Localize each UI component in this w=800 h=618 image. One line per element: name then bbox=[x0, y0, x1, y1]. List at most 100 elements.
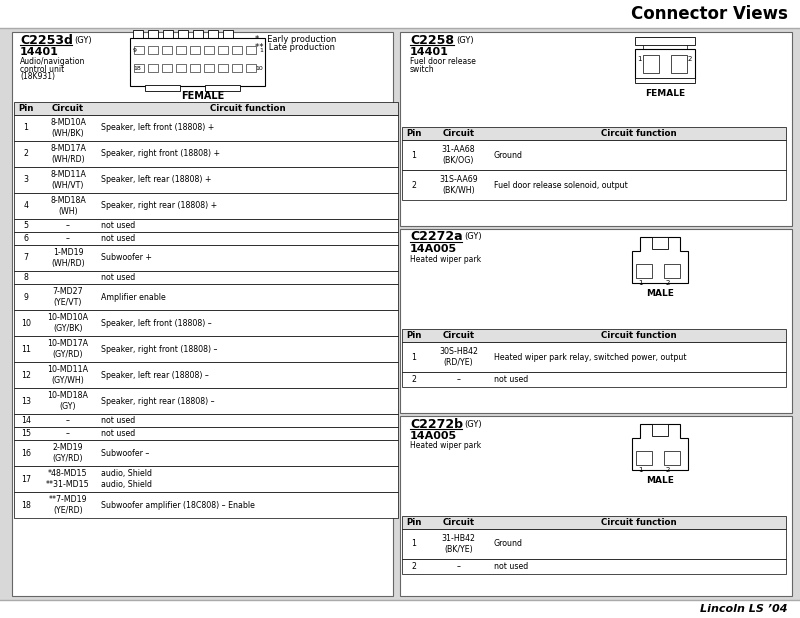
Bar bbox=[402, 127, 786, 140]
Bar bbox=[635, 37, 695, 45]
Bar bbox=[190, 46, 200, 54]
Text: FEMALE: FEMALE bbox=[645, 89, 685, 98]
Text: 2: 2 bbox=[666, 467, 670, 473]
Text: Pin: Pin bbox=[406, 331, 422, 340]
Text: 9: 9 bbox=[23, 292, 29, 302]
Text: Speaker, right front (18808) +: Speaker, right front (18808) + bbox=[101, 150, 220, 158]
Bar bbox=[636, 451, 652, 465]
Text: not used: not used bbox=[494, 375, 528, 384]
Bar bbox=[14, 115, 398, 141]
Bar bbox=[223, 30, 233, 38]
Text: **7-MD19
(YE/RD): **7-MD19 (YE/RD) bbox=[49, 495, 87, 515]
Text: MALE: MALE bbox=[646, 289, 674, 298]
Text: not used: not used bbox=[101, 221, 135, 230]
Bar bbox=[402, 516, 786, 529]
Text: Circuit function: Circuit function bbox=[601, 518, 676, 527]
Text: 1: 1 bbox=[637, 56, 642, 62]
Bar bbox=[643, 55, 659, 73]
Text: Speaker, left front (18808) +: Speaker, left front (18808) + bbox=[101, 124, 214, 132]
Text: Circuit: Circuit bbox=[442, 518, 474, 527]
Text: 18: 18 bbox=[133, 66, 141, 70]
Text: 31-HB42
(BK/YE): 31-HB42 (BK/YE) bbox=[442, 535, 475, 554]
Text: 10-MD10A
(GY/BK): 10-MD10A (GY/BK) bbox=[47, 313, 89, 332]
Bar bbox=[162, 46, 172, 54]
Bar bbox=[130, 38, 265, 86]
Text: 18: 18 bbox=[21, 501, 31, 509]
Text: 4: 4 bbox=[23, 201, 29, 211]
Bar bbox=[14, 427, 398, 440]
Text: Audio/navigation: Audio/navigation bbox=[20, 57, 86, 67]
Text: 10: 10 bbox=[255, 66, 263, 70]
Bar bbox=[232, 64, 242, 72]
Text: 8-MD18A
(WH): 8-MD18A (WH) bbox=[50, 197, 86, 216]
Bar bbox=[635, 78, 695, 83]
Bar bbox=[246, 46, 256, 54]
Bar bbox=[664, 451, 680, 465]
Bar bbox=[14, 310, 398, 336]
Text: 15: 15 bbox=[21, 429, 31, 438]
Bar bbox=[14, 141, 398, 167]
Text: C2258: C2258 bbox=[410, 33, 454, 46]
Bar bbox=[176, 46, 186, 54]
Bar bbox=[246, 64, 256, 72]
Text: (GY): (GY) bbox=[74, 35, 92, 44]
Text: 7: 7 bbox=[23, 253, 29, 263]
Text: 1: 1 bbox=[23, 124, 29, 132]
Bar bbox=[0, 600, 800, 618]
Text: 14A005: 14A005 bbox=[410, 244, 457, 254]
Bar bbox=[402, 529, 786, 559]
Text: –: – bbox=[66, 429, 70, 438]
Bar bbox=[635, 49, 695, 79]
Text: switch: switch bbox=[410, 64, 434, 74]
Text: 14A005: 14A005 bbox=[410, 431, 457, 441]
Polygon shape bbox=[632, 237, 688, 283]
Bar bbox=[402, 329, 786, 342]
Text: not used: not used bbox=[101, 234, 135, 243]
Text: 1: 1 bbox=[259, 48, 263, 53]
Text: Speaker, left rear (18808) –: Speaker, left rear (18808) – bbox=[101, 371, 209, 379]
Bar bbox=[14, 466, 398, 492]
Bar bbox=[643, 45, 687, 51]
Text: Speaker, left rear (18808) +: Speaker, left rear (18808) + bbox=[101, 176, 211, 185]
Text: 5: 5 bbox=[23, 221, 29, 230]
Bar bbox=[14, 271, 398, 284]
Text: C2272a: C2272a bbox=[410, 231, 462, 243]
Text: control unit: control unit bbox=[20, 64, 64, 74]
Bar bbox=[148, 30, 158, 38]
Text: Subwoofer +: Subwoofer + bbox=[101, 253, 152, 263]
Text: Fuel door release: Fuel door release bbox=[410, 57, 476, 67]
Text: Subwoofer amplifier (18C808) – Enable: Subwoofer amplifier (18C808) – Enable bbox=[101, 501, 255, 509]
Text: 7-MD27
(YE/VT): 7-MD27 (YE/VT) bbox=[53, 287, 83, 307]
Text: 10-MD11A
(GY/WH): 10-MD11A (GY/WH) bbox=[47, 365, 89, 384]
Text: Pin: Pin bbox=[18, 104, 34, 113]
Text: 13: 13 bbox=[21, 397, 31, 405]
Text: Fuel door release solenoid, output: Fuel door release solenoid, output bbox=[494, 180, 628, 190]
Bar bbox=[163, 30, 173, 38]
Bar bbox=[133, 30, 143, 38]
Text: Pin: Pin bbox=[406, 129, 422, 138]
Text: 2: 2 bbox=[23, 150, 29, 158]
Bar bbox=[178, 30, 188, 38]
Bar bbox=[14, 193, 398, 219]
Text: 1: 1 bbox=[411, 151, 417, 159]
Text: Circuit function: Circuit function bbox=[601, 129, 676, 138]
Text: Speaker, left front (18808) –: Speaker, left front (18808) – bbox=[101, 318, 212, 328]
Text: FEMALE: FEMALE bbox=[181, 91, 224, 101]
Text: Circuit: Circuit bbox=[52, 104, 84, 113]
Bar bbox=[14, 362, 398, 388]
Bar bbox=[14, 167, 398, 193]
Text: **  Late production: ** Late production bbox=[255, 43, 335, 53]
Text: Ground: Ground bbox=[494, 540, 523, 549]
Bar bbox=[218, 46, 228, 54]
Bar bbox=[402, 170, 786, 200]
Text: –: – bbox=[457, 562, 461, 571]
Bar bbox=[162, 64, 172, 72]
Bar bbox=[204, 46, 214, 54]
Bar bbox=[400, 32, 792, 226]
Bar bbox=[402, 342, 786, 372]
Bar bbox=[205, 85, 240, 91]
Text: (GY): (GY) bbox=[456, 35, 474, 44]
Bar bbox=[652, 424, 668, 436]
Text: (18K931): (18K931) bbox=[20, 72, 55, 80]
Text: 30S-HB42
(RD/YE): 30S-HB42 (RD/YE) bbox=[439, 347, 478, 366]
